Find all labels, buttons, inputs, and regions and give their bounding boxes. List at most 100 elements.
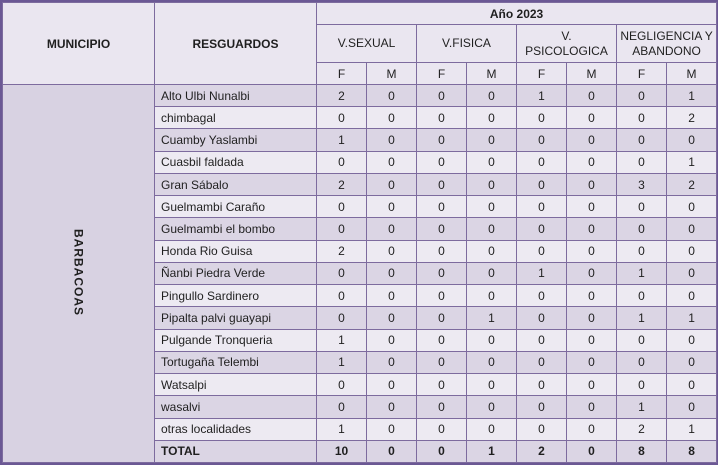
value-cell: 0	[665, 195, 718, 219]
value-cell: 0	[566, 150, 617, 174]
value-cell: 0	[416, 195, 467, 219]
value-cell: 0	[566, 172, 617, 197]
table-row: Ñanbi Piedra Verde 0 0 0 0 1 0 1 0	[3, 261, 718, 286]
value-cell: 0	[416, 83, 467, 108]
value-cell: 10	[316, 439, 367, 464]
value-cell: 0	[366, 350, 417, 375]
subheader-f-negligencia: F	[616, 62, 667, 85]
subheader-f-vsexual: F	[316, 62, 367, 85]
value-cell: 0	[566, 284, 617, 308]
value-cell: 0	[416, 150, 467, 174]
subheader-m-vpsicologica: M	[566, 62, 617, 85]
value-cell: 0	[566, 417, 617, 441]
value-cell: 0	[366, 150, 417, 174]
value-cell: 0	[616, 195, 667, 219]
value-cell: 1	[466, 439, 517, 464]
resguardo-name-cell: Pulgande Tronqueria	[154, 328, 317, 352]
resguardo-name-cell: chimbagal	[154, 106, 317, 130]
value-cell: 0	[516, 328, 567, 352]
value-cell: 0	[466, 128, 517, 152]
value-cell: 0	[566, 373, 617, 397]
value-cell: 2	[316, 172, 367, 197]
value-cell: 0	[516, 239, 567, 263]
table-row: Guelmambi el bombo 0 0 0 0 0 0 0 0	[3, 217, 718, 241]
resguardo-name-cell: wasalvi	[154, 395, 317, 419]
resguardo-name-cell: Cuamby Yaslambi	[154, 128, 317, 152]
municipio-cell: BARBACOAS	[2, 84, 155, 463]
value-cell: 0	[616, 328, 667, 352]
value-cell: 0	[416, 306, 467, 330]
value-cell: 0	[516, 150, 567, 174]
value-cell: 0	[366, 439, 417, 464]
subheader-m-negligencia: M	[665, 62, 718, 85]
resguardo-name-cell: Alto Ulbi Nunalbi	[154, 83, 317, 108]
value-cell: 0	[566, 195, 617, 219]
value-cell: 0	[566, 128, 617, 152]
header-row-year: MUNICIPIO RESGUARDOS Año 2023	[2, 2, 718, 85]
value-cell: 0	[466, 83, 517, 108]
value-cell: 0	[416, 395, 467, 419]
value-cell: 2	[316, 239, 367, 263]
value-cell: 1	[665, 150, 718, 174]
value-cell: 0	[566, 328, 617, 352]
table-row: Watsalpi 0 0 0 0 0 0 0 0	[3, 373, 718, 397]
subheader-m-vfisica: M	[466, 62, 517, 85]
value-cell: 0	[466, 195, 517, 219]
table-row: Tortugaña Telembi 1 0 0 0 0 0 0 0	[3, 350, 718, 375]
value-cell: 0	[466, 417, 517, 441]
table-row: BARBACOAS Alto Ulbi Nunalbi 2 0 0 0 1 0 …	[2, 83, 718, 463]
table-row: Cuasbil faldada 0 0 0 0 0 0 0 1	[3, 150, 718, 174]
value-cell: 0	[665, 261, 718, 286]
value-cell: 0	[366, 395, 417, 419]
table-row: Pulgande Tronqueria 1 0 0 0 0 0 0 0	[3, 328, 718, 352]
table-row: Guelmambi Caraño 0 0 0 0 0 0 0 0	[3, 195, 718, 219]
value-cell: 0	[316, 261, 367, 286]
value-cell: 0	[566, 217, 617, 241]
subheader-f-vpsicologica: F	[516, 62, 567, 85]
value-cell: 0	[616, 373, 667, 397]
value-cell: 0	[665, 284, 718, 308]
value-cell: 0	[416, 106, 467, 130]
value-cell: 0	[566, 306, 617, 330]
value-cell: 0	[516, 106, 567, 130]
value-cell: 1	[616, 261, 667, 286]
value-cell: 8	[616, 439, 667, 464]
header-negligencia: NEGLIGENCIA Y ABANDONO	[615, 24, 718, 63]
table-row: wasalvi 0 0 0 0 0 0 1 0	[3, 395, 718, 419]
header-municipio: MUNICIPIO	[2, 2, 155, 85]
resguardo-name-cell: Cuasbil faldada	[154, 150, 317, 174]
value-cell: 1	[516, 83, 567, 108]
subheader-m-vsexual: M	[366, 62, 417, 85]
value-cell: 0	[366, 195, 417, 219]
value-cell: 0	[466, 150, 517, 174]
value-cell: 0	[366, 128, 417, 152]
value-cell: 2	[616, 417, 667, 441]
value-cell: 0	[416, 284, 467, 308]
value-cell: 0	[516, 128, 567, 152]
value-cell: 2	[316, 83, 367, 108]
value-cell: 0	[516, 395, 567, 419]
value-cell: 0	[566, 439, 617, 464]
resguardo-name-cell: Watsalpi	[154, 373, 317, 397]
value-cell: 0	[316, 106, 367, 130]
value-cell: 0	[466, 239, 517, 263]
value-cell: 2	[665, 172, 718, 197]
header-vsexual: V.SEXUAL	[316, 24, 417, 63]
value-cell: 0	[316, 373, 367, 397]
value-cell: 0	[416, 439, 467, 464]
value-cell: 0	[566, 395, 617, 419]
value-cell: 0	[516, 284, 567, 308]
value-cell: 0	[316, 395, 367, 419]
value-cell: 0	[366, 261, 417, 286]
table-row: TOTAL 10 0 0 1 2 0 8 8	[3, 439, 718, 464]
value-cell: 1	[316, 128, 367, 152]
value-cell: 0	[466, 373, 517, 397]
value-cell: 0	[466, 172, 517, 197]
value-cell: 0	[516, 195, 567, 219]
resguardo-name-cell: Tortugaña Telembi	[154, 350, 317, 375]
resguardo-name-cell: otras localidades	[154, 417, 317, 441]
value-cell: 0	[516, 350, 567, 375]
value-cell: 0	[466, 261, 517, 286]
